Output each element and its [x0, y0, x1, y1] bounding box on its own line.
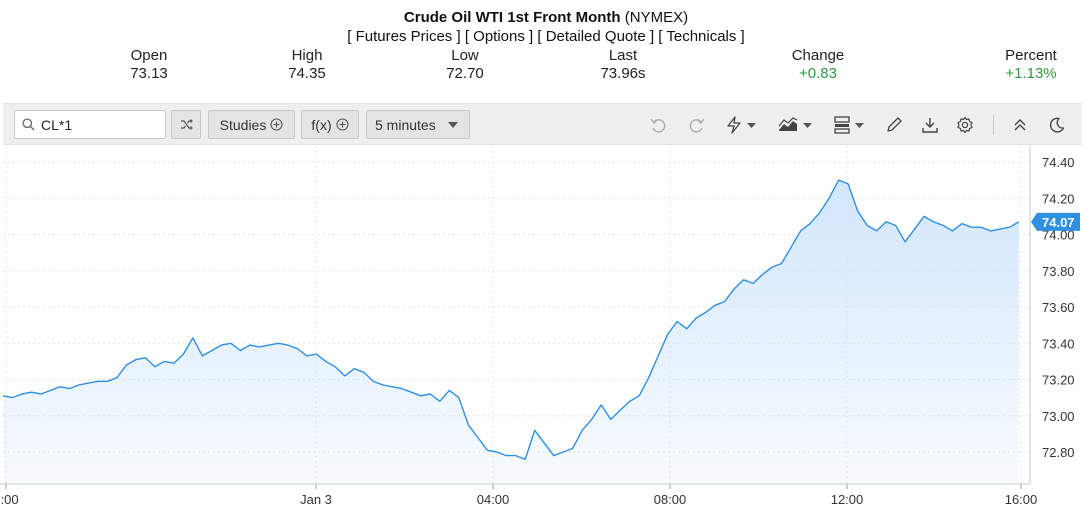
- chart-type-icon: [778, 117, 798, 131]
- x-tick-label: Jan 3: [300, 492, 332, 507]
- events-button[interactable]: [721, 114, 761, 136]
- high-value: 74.35: [288, 65, 326, 82]
- interval-select[interactable]: 5 minutes: [366, 110, 470, 139]
- y-tick-label: 73.40: [1042, 336, 1075, 351]
- symbol-search-input[interactable]: CL*1: [41, 116, 73, 133]
- redo-icon: [689, 118, 705, 133]
- collapse-icon: [1014, 119, 1026, 131]
- detailed-quote-link[interactable]: [ Detailed Quote ]: [537, 28, 655, 45]
- studies-button[interactable]: Studies: [208, 110, 295, 139]
- undo-button[interactable]: [647, 114, 669, 136]
- high-stat: High 74.35: [276, 47, 338, 83]
- settings-button[interactable]: [954, 114, 976, 136]
- last-value: 73.96s: [600, 65, 646, 82]
- gear-icon: [957, 116, 973, 134]
- dark-mode-icon: [1049, 117, 1065, 133]
- theme-toggle-button[interactable]: [1046, 114, 1068, 136]
- quote-links: [ Futures Prices ] [ Options ] [ Detaile…: [0, 28, 1092, 45]
- y-tick-label: 73.00: [1042, 409, 1075, 424]
- randomize-icon: [180, 119, 193, 130]
- collapse-button[interactable]: [1009, 114, 1031, 136]
- page-title: Crude Oil WTI 1st Front Month (NYMEX): [0, 9, 1092, 26]
- y-tick-label: 74.40: [1042, 155, 1075, 170]
- x-tick-label: 08:00: [654, 492, 687, 507]
- instrument-name: Crude Oil WTI 1st Front Month: [403, 9, 621, 26]
- redo-button[interactable]: [686, 114, 708, 136]
- last-price-marker: [1031, 212, 1080, 231]
- percent-stat: Percent +1.13%: [996, 47, 1066, 83]
- symbol-search[interactable]: CL*1: [14, 110, 166, 139]
- download-icon: [922, 118, 938, 133]
- options-link[interactable]: [ Options ]: [464, 28, 534, 45]
- interval-label: 5 minutes: [375, 116, 436, 133]
- open-value: 73.13: [130, 65, 168, 82]
- price-area-fill: [3, 180, 1019, 484]
- layout-icon: [834, 116, 850, 134]
- percent-value: +1.13%: [1005, 65, 1057, 82]
- y-tick-label: 73.20: [1042, 373, 1075, 388]
- high-label: High: [291, 47, 323, 64]
- technicals-link[interactable]: [ Technicals ]: [658, 28, 745, 45]
- fx-label: f(x): [311, 116, 332, 133]
- download-button[interactable]: [919, 114, 941, 136]
- search-icon: [22, 118, 35, 131]
- compare-button[interactable]: [171, 110, 201, 139]
- y-tick-label: 73.60: [1042, 300, 1075, 315]
- price-chart-svg[interactable]: 74.40 74.20 74.00 73.80 73.60 73.40 73.20 73.00…: [0, 146, 1092, 512]
- price-line: [2, 179, 1020, 460]
- y-tick-label: 72.80: [1042, 445, 1075, 460]
- pencil-icon: [887, 117, 902, 132]
- low-value: 72.70: [446, 65, 484, 82]
- caret-down-icon: [747, 122, 756, 128]
- studies-label: Studies: [219, 116, 267, 133]
- low-label: Low: [451, 47, 479, 64]
- last-stat: Last 73.96s: [592, 47, 654, 83]
- x-tick-label: 7:00: [0, 492, 19, 507]
- change-stat: Change +0.83: [782, 47, 854, 83]
- plus-circle-icon: [270, 118, 283, 131]
- y-tick-label: 74.20: [1042, 191, 1075, 206]
- exchange-name: (NYMEX): [620, 9, 689, 26]
- draw-button[interactable]: [883, 114, 905, 136]
- layout-button[interactable]: [829, 114, 869, 136]
- open-stat: Open 73.13: [118, 47, 180, 83]
- caret-down-icon: [803, 122, 812, 128]
- last-price-label: 74.07: [1042, 215, 1075, 230]
- caret-down-icon: [855, 122, 864, 128]
- chart-toolbar: CL*1 Studies f(x) 5 minutes: [3, 103, 1082, 145]
- y-tick-label: 73.80: [1042, 264, 1075, 279]
- undo-icon: [650, 118, 666, 133]
- caret-down-icon: [447, 121, 458, 128]
- change-value: +0.83: [799, 65, 837, 82]
- last-label: Last: [608, 47, 638, 64]
- chart-type-button[interactable]: [775, 114, 815, 136]
- toolbar-divider: [993, 115, 994, 135]
- percent-label: Percent: [1005, 47, 1057, 64]
- price-chart[interactable]: 74.40 74.20 74.00 73.80 73.60 73.40 73.20 73.00…: [0, 146, 1092, 512]
- change-label: Change: [791, 47, 845, 64]
- y-tick-label: 74.00: [1042, 228, 1075, 243]
- lightning-icon: [727, 116, 741, 134]
- x-tick-label: 12:00: [831, 492, 864, 507]
- x-tick-label: 16:00: [1005, 492, 1038, 507]
- futures-prices-link[interactable]: [ Futures Prices ]: [347, 28, 461, 45]
- plus-circle-icon: [336, 118, 349, 131]
- fx-button[interactable]: f(x): [301, 110, 359, 139]
- x-tick-label: 04:00: [477, 492, 510, 507]
- open-label: Open: [130, 47, 168, 64]
- low-stat: Low 72.70: [434, 47, 496, 83]
